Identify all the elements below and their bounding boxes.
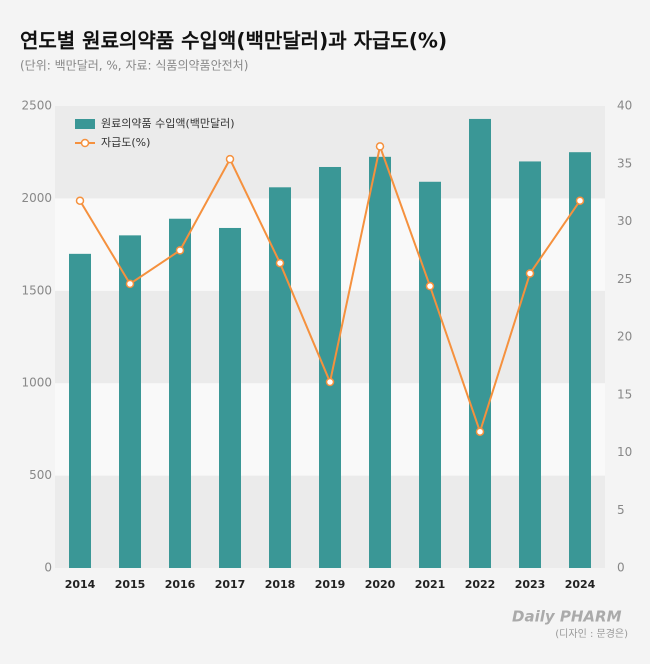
legend-label: 자급도(%) <box>101 136 150 149</box>
y2-tick-label: 25 <box>617 272 632 286</box>
legend-swatch <box>80 138 90 148</box>
line-point <box>125 279 135 289</box>
y2-tick-label: 40 <box>617 99 632 113</box>
legend-label: 원료의약품 수입액(백만달러) <box>101 116 235 130</box>
bar <box>119 235 141 569</box>
y-tick-label: 0 <box>44 561 52 575</box>
line-point <box>75 196 85 205</box>
y-tick-label: 2500 <box>21 99 52 113</box>
y-tick-label: 1500 <box>21 283 52 297</box>
y-tick-label: 2000 <box>21 191 52 205</box>
x-tick-label: 2016 <box>165 578 196 591</box>
x-tick-label: 2018 <box>265 578 296 591</box>
line-point <box>375 142 385 151</box>
credit: (디자인 : 문경은) <box>555 627 628 640</box>
plot-area: 0 500 1000 1500 2000 2500 0 5 10 15 20 25 30 35 40 2014… <box>21 99 632 592</box>
y2-tick-label: 20 <box>617 330 632 344</box>
x-tick-label: 2017 <box>215 578 246 591</box>
x-tick-label: 2014 <box>65 578 96 591</box>
x-tick-label: 2020 <box>365 578 396 591</box>
x-tick-label: 2015 <box>115 578 146 591</box>
x-tick-label: 2023 <box>515 578 546 591</box>
y-tick-label: 1000 <box>21 376 52 390</box>
line-point <box>175 246 185 255</box>
y-tick-label: 500 <box>29 468 52 482</box>
line-point <box>475 427 485 436</box>
logo: Daily PHARM <box>512 608 622 626</box>
line-point <box>525 269 535 278</box>
y2-tick-label: 10 <box>617 445 632 459</box>
y2-tick-label: 15 <box>617 387 632 401</box>
line-point <box>225 154 235 164</box>
x-tick-label: 2022 <box>465 578 496 591</box>
bar <box>219 227 241 568</box>
bar <box>169 218 191 568</box>
bar <box>269 187 291 568</box>
x-tick-label: 2019 <box>315 578 346 591</box>
line-point <box>325 377 335 387</box>
chart-subtitle: (단위: 백만달러, %, 자료: 식품의약품안전처) <box>20 58 248 73</box>
y2-tick-label: 35 <box>617 156 632 170</box>
bar <box>369 156 391 568</box>
x-tick-label: 2024 <box>565 578 596 591</box>
x-tick-label: 2021 <box>415 578 446 591</box>
y2-tick-label: 5 <box>617 503 625 517</box>
y2-tick-label: 30 <box>617 214 632 228</box>
chart-title: 연도별 원료의약품 수입액(백만달러)과 자급도(%) <box>20 29 447 53</box>
line-point <box>575 196 585 205</box>
line-point <box>425 281 435 291</box>
bar <box>69 253 91 568</box>
line-point <box>275 258 285 268</box>
bar <box>519 161 541 568</box>
bar <box>569 152 591 568</box>
bar <box>469 118 491 568</box>
bar <box>419 181 441 568</box>
legend-swatch <box>75 119 95 129</box>
bar <box>319 166 341 568</box>
y2-tick-label: 0 <box>617 561 625 575</box>
